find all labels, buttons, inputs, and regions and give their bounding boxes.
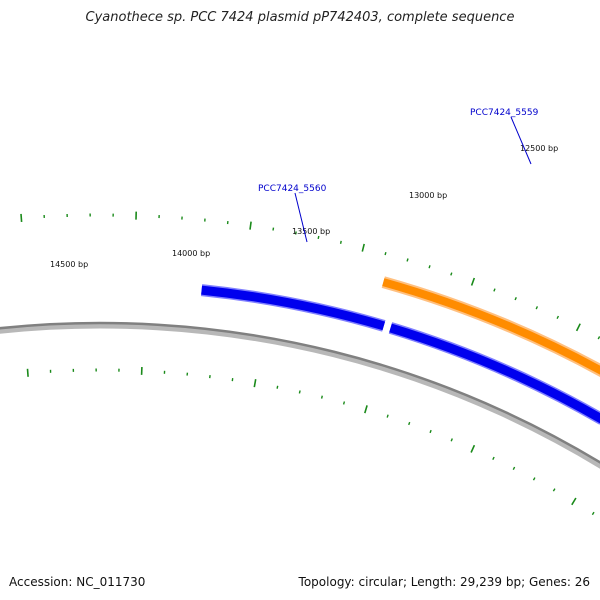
minor-tick: [406, 258, 409, 262]
minor-tick: [514, 297, 517, 301]
backbone-circle: [0, 321, 600, 464]
position-label: 13500 bp: [292, 227, 330, 236]
minor-tick: [272, 227, 275, 231]
inner-tick-ring: [26, 366, 595, 516]
minor-tick: [597, 336, 600, 340]
major-tick: [361, 243, 365, 252]
minor-tick: [450, 438, 453, 442]
minor-tick: [450, 272, 453, 276]
minor-tick: [493, 288, 496, 292]
minor-tick: [298, 390, 301, 394]
major-tick: [470, 277, 476, 286]
minor-tick: [532, 477, 536, 481]
minor-tick: [339, 240, 342, 244]
gene-pcc7424-5559[interactable]: [382, 278, 600, 383]
gene-reverse-segment[interactable]: [389, 323, 600, 424]
minor-tick: [276, 385, 279, 389]
position-label: 13000 bp: [409, 191, 447, 200]
position-label: 14000 bp: [172, 249, 210, 258]
major-tick: [571, 497, 577, 506]
minor-tick: [556, 315, 560, 320]
minor-tick: [342, 401, 346, 405]
gene-label[interactable]: PCC7424_5560: [258, 184, 327, 194]
minor-tick: [591, 511, 595, 516]
accession-text: Accession: NC_011730: [9, 575, 146, 589]
minor-tick: [492, 456, 495, 461]
major-tick: [253, 379, 257, 388]
minor-tick: [552, 488, 556, 492]
major-tick: [470, 444, 476, 453]
minor-tick: [386, 414, 389, 418]
major-tick: [26, 368, 29, 377]
major-tick: [20, 213, 23, 222]
major-tick: [364, 405, 368, 414]
minor-tick: [429, 429, 432, 434]
minor-tick: [428, 265, 431, 269]
major-tick: [575, 323, 581, 332]
gene-callout-line: [510, 116, 532, 165]
gene-callout-line: [294, 192, 308, 243]
minor-tick: [384, 252, 387, 256]
position-label: 12500 bp: [520, 144, 558, 153]
sequence-stats: Topology: circular; Length: 29,239 bp; G…: [298, 575, 590, 589]
major-tick: [249, 221, 252, 230]
gene-pcc7424-5560[interactable]: [201, 285, 386, 331]
minor-tick: [294, 231, 297, 235]
backbone-shadow: [0, 323, 600, 469]
minor-tick: [320, 395, 323, 399]
minor-tick: [408, 421, 411, 426]
minor-tick: [535, 306, 539, 310]
minor-tick: [512, 466, 516, 471]
outer-tick-ring: [20, 211, 600, 340]
position-label: 14500 bp: [50, 260, 88, 269]
minor-tick: [317, 235, 320, 240]
gene-label[interactable]: PCC7424_5559: [470, 108, 539, 118]
page-title: Cyanothece sp. PCC 7424 plasmid pP742403…: [85, 10, 515, 25]
